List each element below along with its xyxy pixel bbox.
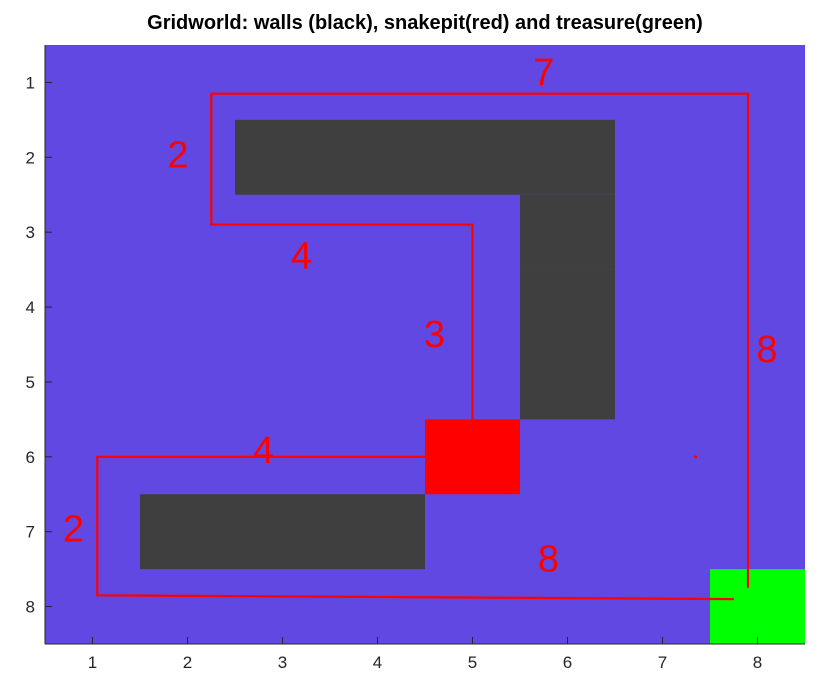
- x-tick-label: 8: [753, 653, 762, 672]
- x-tick-label: 1: [88, 653, 97, 672]
- y-tick-label: 5: [26, 373, 35, 392]
- wall-cell: [520, 119, 615, 195]
- step-label: 7: [533, 52, 554, 94]
- path-line-2: [96, 455, 734, 601]
- chart-title: Gridworld: walls (black), snakepit(red) …: [147, 12, 703, 34]
- y-tick-label: 2: [26, 148, 35, 167]
- wall-cell: [520, 194, 615, 270]
- plot-area: 7 2 4 3 8 4 2 8 1 2 3 4 5 6 7 8 1 2 3 4 5 6 7 8: [26, 45, 805, 672]
- step-label: 2: [63, 509, 84, 551]
- y-tick-label: 6: [26, 448, 35, 467]
- step-label: 4: [291, 235, 312, 277]
- y-tick-label: 7: [26, 523, 35, 542]
- step-label: 4: [253, 430, 274, 472]
- wall-cell: [520, 344, 615, 420]
- path-line-1: [210, 92, 750, 588]
- y-tick-label: 1: [26, 73, 35, 92]
- wall-cell: [425, 119, 520, 195]
- wall-cell: [235, 494, 330, 570]
- x-tick-label: 7: [658, 653, 667, 672]
- wall-cell: [330, 119, 425, 195]
- step-label: 8: [756, 329, 777, 371]
- snakepit-cell: [425, 419, 520, 495]
- wall-cell: [140, 494, 235, 570]
- y-tick-label: 3: [26, 223, 35, 242]
- marker-dot: [694, 455, 698, 459]
- step-label: 8: [538, 539, 559, 581]
- x-tick-label: 2: [183, 653, 192, 672]
- wall-cell: [520, 269, 615, 345]
- x-tick-label: 3: [278, 653, 287, 672]
- wall-cell: [235, 119, 330, 195]
- x-tick-label: 6: [563, 653, 572, 672]
- x-tick-label: 5: [468, 653, 477, 672]
- y-tick-label: 4: [26, 298, 35, 317]
- step-label: 3: [424, 314, 445, 356]
- x-tick-label: 4: [373, 653, 382, 672]
- step-label: 2: [167, 134, 188, 176]
- wall-cell: [330, 494, 425, 570]
- y-tick-label: 8: [26, 598, 35, 617]
- treasure-cell: [710, 569, 805, 644]
